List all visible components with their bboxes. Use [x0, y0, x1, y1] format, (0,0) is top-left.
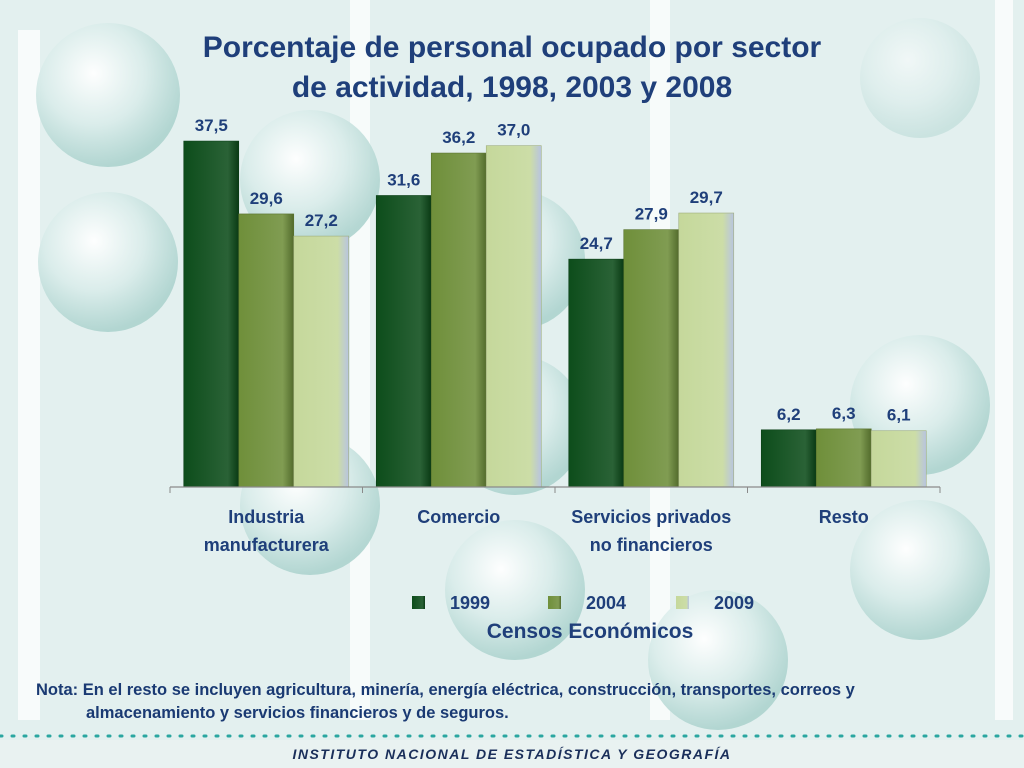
chart-title-line-2: de actividad, 1998, 2003 y 2008 — [291, 71, 733, 104]
data-labels-group: 37,5 29,6 27,2 31,6 36,2 37,0 24,7 27,9 29,7 6,2 6… — [195, 116, 911, 425]
data-label: 27,9 — [635, 205, 668, 224]
bar-2004-3 — [815, 428, 872, 488]
data-label: 31,6 — [387, 170, 420, 189]
bar-2004-1 — [430, 152, 487, 488]
bar-1999-3 — [760, 429, 817, 488]
note-line-1: Nota: En el resto se incluyen agricultur… — [36, 681, 855, 699]
legend-label-1999: 1999 — [450, 593, 490, 613]
data-label: 37,0 — [497, 121, 530, 140]
x-axis: Industria manufacturera Comercio Servicios … — [169, 486, 941, 555]
legend-label-2004: 2004 — [586, 593, 626, 613]
bubble — [860, 18, 980, 138]
x-tick-label: Resto — [819, 507, 869, 527]
x-tick-label: manufacturera — [204, 535, 330, 555]
bar-2004-0 — [238, 213, 295, 488]
bubble — [38, 192, 178, 332]
chart-title: Porcentaje de personal ocupado por secto… — [202, 31, 822, 64]
x-tick-label: Comercio — [417, 507, 500, 527]
legend-swatch-2004 — [548, 596, 561, 609]
legend-swatch-1999 — [412, 596, 425, 609]
legend-swatch-2009 — [676, 596, 689, 609]
bar-1999-0 — [183, 140, 240, 488]
bar-2009-1 — [485, 145, 542, 488]
legend-label-2009: 2009 — [714, 593, 754, 613]
x-tick-label: Industria — [228, 507, 305, 527]
bar-2009-0 — [293, 235, 350, 488]
data-label: 24,7 — [580, 234, 613, 253]
bar-1999-1 — [375, 195, 432, 488]
data-label: 27,2 — [305, 211, 338, 230]
x-tick-label: Servicios privados — [571, 507, 731, 527]
data-label: 6,3 — [832, 404, 856, 423]
note-line-2: almacenamiento y servicios financieros y… — [86, 704, 509, 722]
x-tick-label: no financieros — [590, 535, 713, 555]
bar-2009-2 — [678, 212, 735, 488]
footer-band — [0, 740, 1024, 768]
bubble — [36, 23, 180, 167]
data-label: 29,6 — [250, 189, 283, 208]
data-label: 6,1 — [887, 406, 911, 425]
bubble — [445, 520, 585, 660]
bar-2004-2 — [623, 229, 680, 488]
data-label: 36,2 — [442, 128, 475, 147]
bars-group — [183, 140, 927, 488]
data-label: 6,2 — [777, 405, 801, 424]
data-label: 29,7 — [690, 188, 723, 207]
legend: 1999 2004 2009 Censos Económicos — [412, 593, 754, 643]
legend-title: Censos Económicos — [487, 620, 694, 643]
bubble — [648, 590, 788, 730]
footer-institution: INSTITUTO NACIONAL DE ESTADÍSTICA Y GEOG… — [292, 746, 732, 762]
bubble — [850, 500, 990, 640]
bar-2009-3 — [870, 430, 927, 488]
data-label: 37,5 — [195, 116, 228, 135]
bar-1999-2 — [568, 258, 625, 488]
